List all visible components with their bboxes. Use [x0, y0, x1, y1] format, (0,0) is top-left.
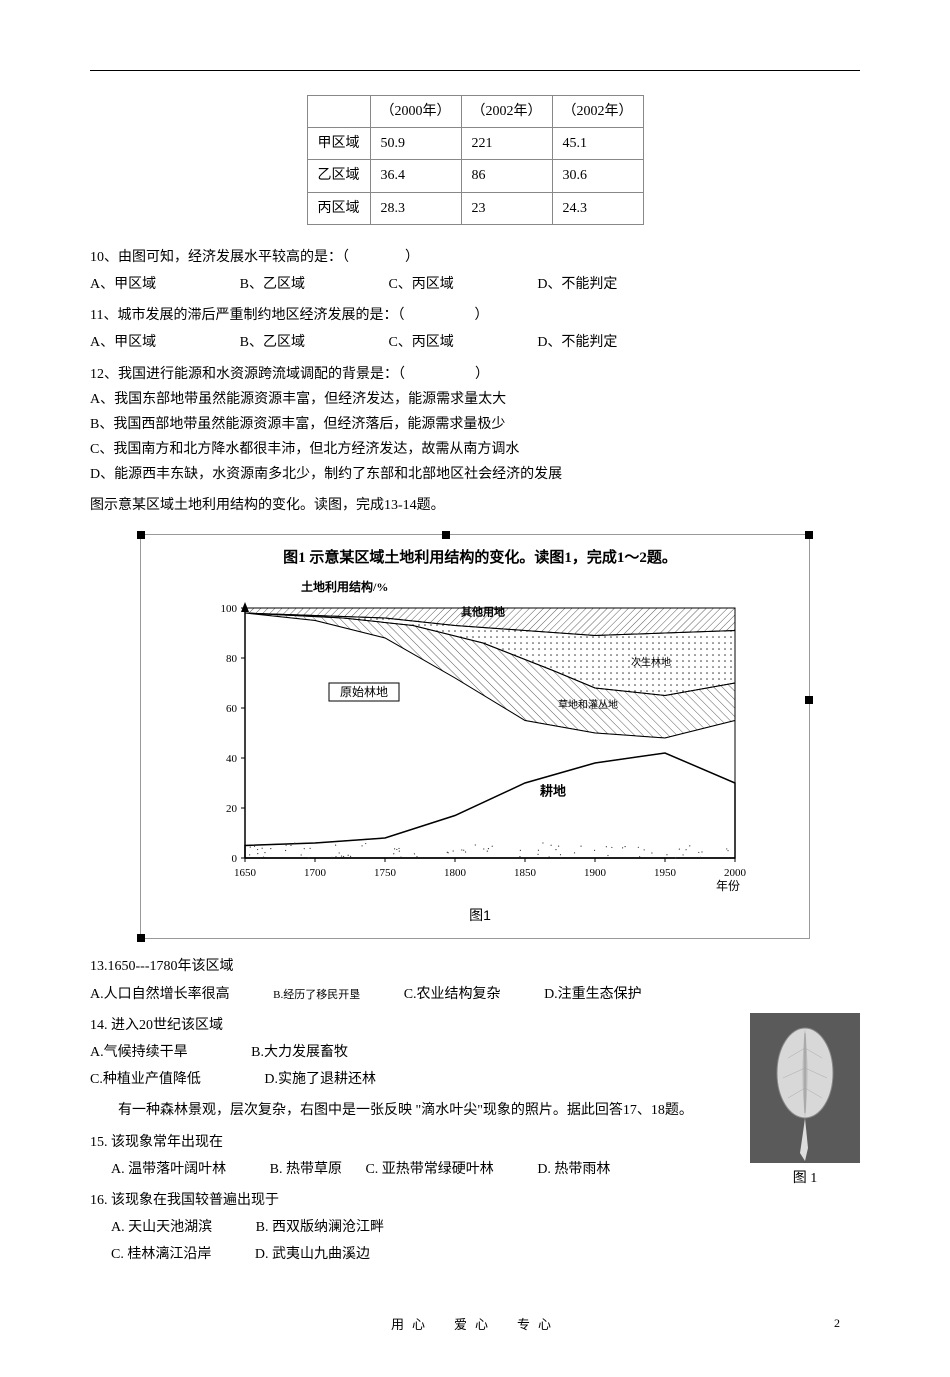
cell: 丙区域: [307, 192, 370, 224]
q14-optC: C.种植业产值降低: [90, 1067, 201, 1092]
cell: 乙区域: [307, 160, 370, 192]
q10-text: 10、由图可知，经济发展水平较高的是：（ ）: [90, 245, 860, 270]
q15-text: 15. 该现象常年出现在: [90, 1130, 860, 1155]
svg-text:1850: 1850: [514, 867, 537, 879]
leaf-caption: 图 1: [750, 1166, 860, 1191]
chart-intro: 图示意某区域土地利用结构的变化。读图，完成13-14题。: [90, 493, 860, 518]
footer: 用心 爱心 专心 2: [90, 1313, 860, 1336]
cell: 45.1: [552, 128, 643, 160]
svg-text:1900: 1900: [584, 867, 607, 879]
table-row: 丙区域 28.3 23 24.3: [307, 192, 643, 224]
question-16: 16. 该现象在我国较普遍出现于 A. 天山天池湖滨 B. 西双版纳澜沧江畔 C…: [90, 1188, 860, 1268]
th-blank: [307, 96, 370, 128]
table-row: 甲区域 50.9 221 45.1: [307, 128, 643, 160]
cell: 50.9: [370, 128, 461, 160]
cell: 28.3: [370, 192, 461, 224]
q15-optA: A. 温带落叶阔叶林: [111, 1157, 226, 1182]
q13-optB: B.经历了移民开垦: [273, 986, 360, 1006]
svg-text:其他用地: 其他用地: [461, 605, 505, 619]
q13-optD: D.注重生态保护: [544, 982, 642, 1007]
q16-text: 16. 该现象在我国较普遍出现于: [90, 1188, 860, 1213]
q14-optD: D.实施了退耕还林: [264, 1067, 376, 1092]
question-15: 15. 该现象常年出现在 A. 温带落叶阔叶林 B. 热带草原 C. 亚热带常绿…: [90, 1130, 860, 1182]
svg-text:1750: 1750: [374, 867, 397, 879]
q13-optC: C.农业结构复杂: [404, 982, 501, 1007]
chart-subtitle: 土地利用结构/%: [301, 577, 789, 599]
svg-text:100: 100: [221, 603, 238, 615]
cell: 甲区域: [307, 128, 370, 160]
q12-optB: B、我国西部地带虽然能源资源丰富，但经济落后，能源需求量极少: [90, 412, 860, 437]
q12-optC: C、我国南方和北方降水都很丰沛，但北方经济发达，故需从南方调水: [90, 437, 860, 462]
question-11: 11、城市发展的滞后严重制约地区经济发展的是：（ ） A、甲区域 B、乙区域 C…: [90, 303, 860, 355]
q11-optA: A、甲区域: [90, 330, 156, 355]
cell: 86: [461, 160, 552, 192]
leaf-icon: [750, 1013, 860, 1163]
question-10: 10、由图可知，经济发展水平较高的是：（ ） A、甲区域 B、乙区域 C、丙区域…: [90, 245, 860, 297]
svg-text:年份: 年份: [716, 879, 740, 893]
svg-text:80: 80: [226, 653, 238, 665]
q10-optC: C、丙区域: [388, 272, 453, 297]
cell: 36.4: [370, 160, 461, 192]
cell: 23: [461, 192, 552, 224]
q12-optA: A、我国东部地带虽然能源资源丰富，但经济发达，能源需求量太大: [90, 387, 860, 412]
leaf-intro: 有一种森林景观，层次复杂，右图中是一张反映 "滴水叶尖"现象的照片。据此回答17…: [90, 1098, 860, 1123]
q11-optB: B、乙区域: [240, 330, 305, 355]
q11-optC: C、丙区域: [388, 330, 453, 355]
land-use-chart-container: 图1 示意某区域土地利用结构的变化。读图1，完成1～2题。 土地利用结构/% 0…: [140, 534, 810, 940]
data-table: （2000年） （2002年） （2002年） 甲区域 50.9 221 45.…: [307, 95, 644, 225]
th-2002a: （2002年）: [461, 96, 552, 128]
q10-optD: D、不能判定: [537, 272, 617, 297]
question-12: 12、我国进行能源和水资源跨流域调配的背景是：（ ） A、我国东部地带虽然能源资…: [90, 362, 860, 488]
cell: 221: [461, 128, 552, 160]
svg-text:1700: 1700: [304, 867, 327, 879]
table-header-row: （2000年） （2002年） （2002年）: [307, 96, 643, 128]
q15-optB: B. 热带草原: [270, 1157, 342, 1182]
q12-optD: D、能源西丰东缺，水资源南多北少，制约了东部和北部地区社会经济的发展: [90, 462, 860, 487]
leaf-image-container: 图 1: [750, 1013, 860, 1191]
cell: 30.6: [552, 160, 643, 192]
q13-text: 13.1650---1780年该区域: [90, 954, 860, 979]
svg-text:40: 40: [226, 753, 238, 765]
q12-text: 12、我国进行能源和水资源跨流域调配的背景是：（ ）: [90, 362, 860, 387]
svg-text:草地和灌丛地: 草地和灌丛地: [558, 698, 618, 711]
q10-optB: B、乙区域: [240, 272, 305, 297]
svg-text:0: 0: [232, 853, 238, 865]
q16-optD: D. 武夷山九曲溪边: [255, 1242, 370, 1267]
svg-text:原始林地: 原始林地: [340, 685, 388, 699]
q14-text: 14. 进入20世纪该区域: [90, 1013, 860, 1038]
q15-optC: C. 亚热带常绿硬叶林: [365, 1157, 493, 1182]
svg-text:1950: 1950: [654, 867, 677, 879]
land-use-chart: 0 20 40 60 80 100 1650 1700 1750 1800 1850 1900 1950…: [200, 598, 760, 898]
svg-text:次生林地: 次生林地: [631, 656, 671, 669]
header-rule: [90, 70, 860, 71]
q13-optA: A.人口自然增长率很高: [90, 982, 230, 1007]
chart-title: 图1 示意某区域土地利用结构的变化。读图1，完成1～2题。: [171, 545, 789, 572]
chart-figure-label: 图1: [171, 903, 789, 928]
q14-optA: A.气候持续干旱: [90, 1040, 188, 1065]
svg-text:20: 20: [226, 803, 238, 815]
svg-text:1800: 1800: [444, 867, 467, 879]
svg-text:耕地: 耕地: [540, 784, 566, 799]
q11-optD: D、不能判定: [537, 330, 617, 355]
q11-text: 11、城市发展的滞后严重制约地区经济发展的是：（ ）: [90, 303, 860, 328]
q15-optD: D. 热带雨林: [537, 1157, 610, 1182]
q16-optB: B. 西双版纳澜沧江畔: [256, 1215, 384, 1240]
q14-optB: B.大力发展畜牧: [251, 1040, 348, 1065]
page-number: 2: [834, 1313, 840, 1335]
q16-optC: C. 桂林漓江沿岸: [111, 1242, 211, 1267]
question-14: 14. 进入20世纪该区域 A.气候持续干旱 B.大力发展畜牧 C.种植业产值降…: [90, 1013, 860, 1093]
svg-text:1650: 1650: [234, 867, 257, 879]
table-row: 乙区域 36.4 86 30.6: [307, 160, 643, 192]
footer-text: 用心 爱心 专心: [391, 1317, 559, 1332]
th-2000: （2000年）: [370, 96, 461, 128]
q10-optA: A、甲区域: [90, 272, 156, 297]
svg-text:60: 60: [226, 703, 238, 715]
question-13: 13.1650---1780年该区域 A.人口自然增长率很高 B.经历了移民开垦…: [90, 954, 860, 1006]
q16-optA: A. 天山天池湖滨: [111, 1215, 212, 1240]
cell: 24.3: [552, 192, 643, 224]
th-2002b: （2002年）: [552, 96, 643, 128]
svg-text:2000: 2000: [724, 867, 747, 879]
